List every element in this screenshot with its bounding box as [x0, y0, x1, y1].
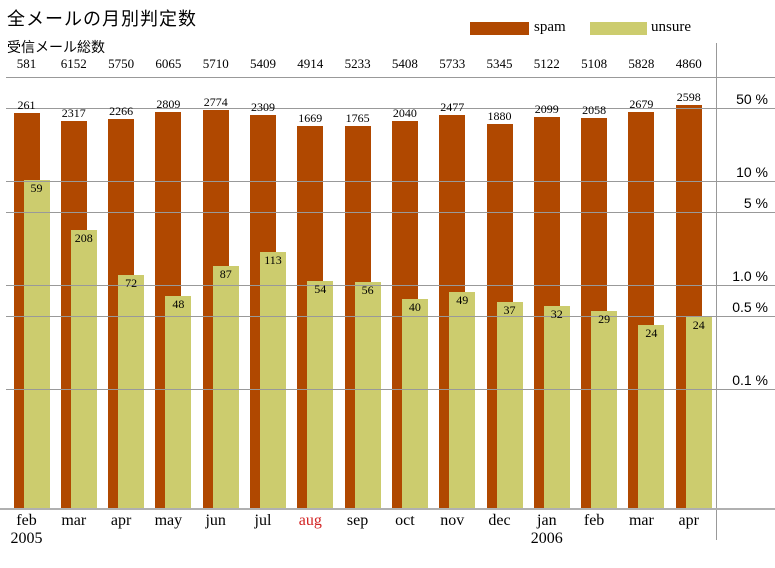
- y-axis-tick-label: 50 %: [736, 91, 768, 108]
- right-axis-line: [716, 43, 717, 540]
- unsure-value-label: 32: [550, 307, 563, 322]
- totals-row-title: 受信メール総数: [7, 41, 105, 56]
- unsure-bar: [260, 251, 286, 509]
- unsure-bar: [685, 316, 712, 509]
- total-value-label: 5345: [486, 56, 513, 71]
- total-value-label: 6065: [155, 56, 182, 71]
- month-label: feb: [583, 512, 605, 529]
- unsure-bar: [354, 281, 381, 509]
- unsure-value-label: 49: [456, 293, 469, 308]
- spam-value-label: 1880: [487, 109, 512, 124]
- x-axis-line: [0, 508, 775, 510]
- unsure-value-label: 24: [645, 326, 658, 341]
- unsure-value-label: 48: [172, 296, 185, 311]
- unsure-bar: [591, 310, 618, 509]
- gridline: [6, 181, 775, 182]
- spam-value-label: 2809: [156, 96, 181, 111]
- spam-value-label: 2040: [392, 106, 417, 121]
- month-label: sep: [346, 512, 369, 529]
- gridline: [6, 212, 775, 214]
- month-label: mar: [628, 512, 654, 529]
- month-label: oct: [395, 512, 415, 529]
- unsure-bar: [23, 180, 50, 509]
- spam-value-label: 2477: [440, 99, 465, 114]
- legend-unsure-label: unsure: [651, 19, 691, 35]
- unsure-value-label: 208: [74, 230, 93, 245]
- spam-value-label: 2679: [629, 97, 654, 112]
- month-label: nov: [440, 512, 465, 529]
- unsure-value-label: 54: [314, 281, 327, 296]
- month-label: dec: [488, 512, 511, 529]
- month-label: apr: [110, 512, 132, 529]
- month-label: feb: [16, 512, 37, 529]
- spam-value-label: 261: [17, 98, 36, 113]
- y-axis-tick-label: 1.0 %: [732, 268, 768, 284]
- month-label: jan: [537, 512, 557, 529]
- unsure-value-label: 87: [219, 266, 232, 281]
- page-title: 全メールの月別判定数: [7, 9, 197, 29]
- month-label: jul: [254, 512, 272, 529]
- unsure-bar: [307, 280, 334, 509]
- total-value-label: 5408: [391, 56, 418, 71]
- y-axis-tick-label: 0.1 %: [732, 372, 768, 388]
- month-label: apr: [678, 512, 699, 529]
- year-label: 2006: [530, 530, 563, 547]
- unsure-value-label: 56: [361, 282, 374, 297]
- unsure-bar: [638, 325, 665, 509]
- total-value-label: 5828: [628, 56, 655, 71]
- unsure-value-label: 40: [408, 299, 421, 314]
- spam-value-label: 1669: [298, 110, 323, 125]
- totals-separator-line: [6, 77, 775, 78]
- total-value-label: 5233: [344, 56, 371, 71]
- total-value-label: 5750: [108, 56, 135, 71]
- spam-value-label: 1765: [345, 111, 370, 126]
- unsure-bar: [449, 292, 476, 509]
- unsure-bar: [70, 229, 97, 509]
- unsure-value-label: 113: [264, 252, 282, 267]
- unsure-bar: [401, 298, 428, 509]
- total-value-label: 581: [16, 56, 37, 71]
- unsure-bar: [165, 295, 192, 509]
- unsure-bar: [212, 265, 239, 509]
- unsure-value-label: 29: [598, 311, 611, 326]
- unsure-bar: [496, 301, 523, 509]
- total-value-label: 4914: [297, 56, 324, 71]
- gridline: [6, 108, 775, 110]
- gridline: [6, 316, 775, 318]
- total-value-label: 6152: [60, 56, 87, 71]
- y-axis-tick-label: 10 %: [736, 164, 768, 180]
- spam-value-label: 2266: [109, 104, 134, 119]
- legend-spam-label: spam: [534, 19, 566, 35]
- total-value-label: 5122: [533, 56, 560, 71]
- unsure-bar: [118, 274, 145, 509]
- legend-spam-swatch: [470, 22, 529, 35]
- month-label: aug: [298, 512, 322, 529]
- spam-value-label: 2309: [251, 100, 275, 115]
- gridline: [6, 389, 775, 390]
- month-label: jun: [205, 512, 226, 529]
- spam-value-label: 2058: [582, 103, 607, 118]
- spam-value-label: 2099: [534, 102, 559, 117]
- spam-value-label: 2317: [61, 106, 86, 121]
- unsure-value-label: 24: [692, 317, 705, 332]
- unsure-value-label: 72: [125, 275, 138, 290]
- unsure-bar: [543, 306, 570, 509]
- year-label: 2005: [10, 530, 43, 547]
- gridline: [6, 285, 775, 286]
- y-axis-tick-label: 0.5 %: [732, 299, 768, 316]
- total-value-label: 5108: [581, 56, 608, 71]
- spam-value-label: 2774: [203, 94, 228, 109]
- month-label: may: [154, 512, 183, 529]
- total-value-label: 4860: [675, 56, 702, 71]
- total-value-label: 5733: [439, 56, 466, 71]
- legend-unsure-swatch: [590, 22, 647, 35]
- total-value-label: 5710: [202, 56, 229, 71]
- month-label: mar: [61, 512, 87, 529]
- spam-value-label: 2598: [676, 90, 701, 105]
- unsure-value-label: 59: [30, 181, 43, 196]
- unsure-value-label: 37: [503, 302, 516, 317]
- total-value-label: 5409: [250, 56, 276, 71]
- y-axis-tick-label: 5 %: [743, 195, 768, 212]
